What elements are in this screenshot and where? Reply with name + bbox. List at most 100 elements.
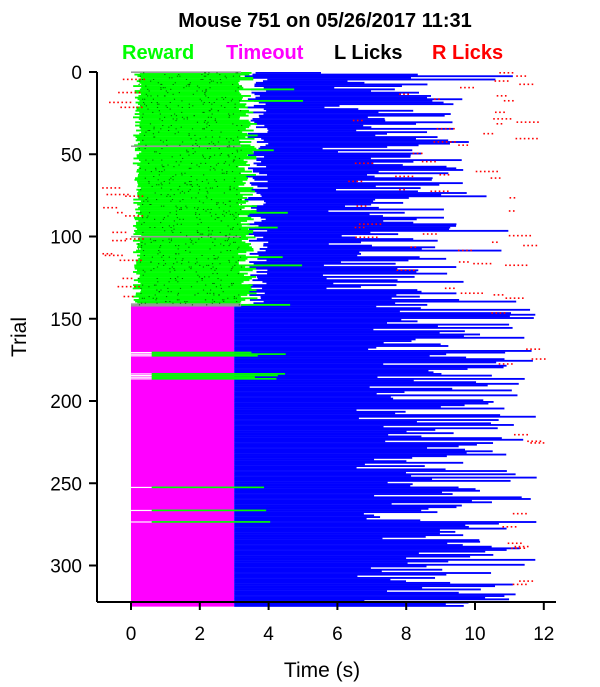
left-lick-tick (207, 192, 209, 194)
right-lick-tick (516, 75, 518, 77)
left-lick-tick (190, 167, 192, 169)
right-lick-tick (352, 119, 355, 122)
right-lick-tick (375, 236, 378, 239)
reward-bar (138, 206, 245, 209)
x-tick-label: 6 (332, 624, 343, 645)
left-lick-tick (170, 88, 172, 90)
stimulus-bar (234, 409, 357, 412)
left-lick-tick (218, 294, 221, 296)
reward-bar (137, 228, 249, 231)
stimulus-bar (234, 381, 477, 384)
left-lick-tick (188, 133, 190, 135)
left-lick-tick (239, 172, 241, 174)
right-lick-tick (126, 277, 129, 280)
stimulus-bar (234, 405, 441, 408)
reward-bar (151, 486, 265, 489)
right-lick-tick (395, 175, 397, 178)
left-lick-tick (216, 273, 218, 275)
reward-bar (136, 223, 250, 226)
right-lick-tick (120, 231, 123, 234)
stimulus-bar (250, 274, 323, 277)
left-lick-tick (233, 297, 235, 299)
left-lick-tick (230, 100, 233, 102)
right-lick-tick (117, 285, 120, 288)
stimulus-bar (234, 394, 518, 397)
stimulus-bar (256, 164, 403, 166)
left-lick-tick (181, 190, 183, 192)
x-ticks: 0 2 4 6 8 10 12 (126, 602, 554, 645)
right-lick-tick (519, 137, 522, 140)
reward-bar (133, 85, 242, 88)
left-lick-tick (152, 297, 154, 299)
left-lick-tick (203, 111, 205, 113)
left-lick-tick (178, 164, 180, 166)
left-lick-tick (179, 302, 182, 304)
left-lick-tick (225, 77, 227, 79)
left-lick-tick (202, 289, 205, 291)
left-lick-tick (145, 93, 147, 95)
left-lick-tick (198, 185, 200, 187)
left-lick-tick (190, 266, 192, 268)
left-lick-tick (173, 194, 175, 196)
right-lick-tick (399, 188, 401, 191)
left-lick-tick (190, 138, 192, 140)
stimulus-bar (259, 95, 431, 97)
left-lick-tick (190, 176, 192, 178)
left-lick-tick (177, 131, 179, 133)
stimulus-bar (234, 540, 481, 543)
reward-bar (140, 210, 257, 213)
stimulus-bar (234, 341, 384, 344)
stimulus-bar (247, 98, 463, 101)
left-lick-tick (238, 294, 240, 296)
stimulus-bar (249, 182, 463, 185)
stimulus-bar (265, 201, 404, 204)
stimulus-bar (245, 157, 371, 160)
reward-bar (137, 280, 244, 283)
x-tick-label: 8 (401, 624, 412, 645)
left-lick-tick (233, 236, 235, 238)
reward-bar (140, 119, 249, 122)
left-lick-tick (138, 197, 140, 199)
right-lick-tick (466, 249, 468, 252)
stimulus-bar (234, 544, 463, 546)
left-lick-tick (194, 151, 196, 153)
left-lick-tick (216, 258, 218, 260)
stimulus-bar (245, 175, 375, 178)
stimulus-bar (234, 396, 391, 398)
reward-bar (137, 98, 242, 101)
left-lick-tick (215, 164, 218, 166)
left-lick-tick (145, 199, 147, 201)
left-lick-tick (208, 125, 210, 127)
right-lick-tick (501, 118, 504, 120)
stimulus-bar (234, 356, 467, 359)
right-lick-tick (126, 78, 129, 81)
stimulus-bar (234, 348, 369, 351)
reward-bar (134, 73, 250, 76)
left-lick-tick (209, 148, 211, 150)
right-lick-tick (505, 118, 508, 120)
left-lick-tick (195, 258, 198, 260)
right-lick-tick (132, 106, 135, 109)
left-lick-tick (240, 199, 242, 201)
stimulus-bar (247, 136, 438, 138)
trial-marker (131, 71, 242, 73)
right-lick-tick (526, 433, 528, 436)
stimulus-bar (234, 428, 436, 431)
left-lick-tick (202, 154, 204, 156)
stimulus-bar (234, 588, 481, 591)
left-lick-tick (214, 144, 216, 146)
left-lick-tick (184, 182, 187, 184)
left-lick-tick (204, 162, 207, 164)
left-lick-tick (179, 185, 181, 187)
stimulus-bar (234, 521, 537, 523)
left-lick-tick (238, 199, 240, 201)
left-lick-tick (179, 200, 181, 202)
left-lick-tick (229, 189, 231, 191)
left-lick-tick (219, 284, 222, 286)
left-lick-tick (176, 223, 178, 225)
right-lick-tick (125, 285, 128, 288)
right-lick-tick (111, 206, 114, 209)
left-lick-tick (154, 294, 156, 296)
stimulus-bar (234, 415, 536, 418)
stimulus-bar (234, 435, 422, 438)
